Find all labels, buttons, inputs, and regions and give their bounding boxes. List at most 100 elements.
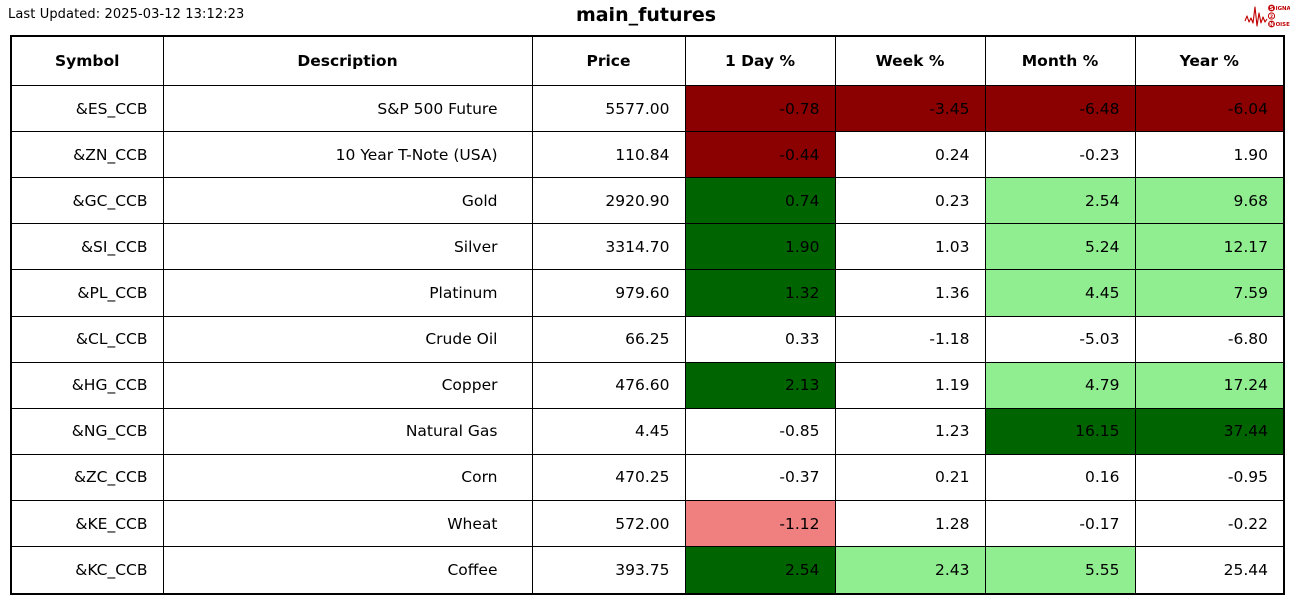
table-row: &HG_CCB Copper 476.60 2.13 1.19 4.79 17.24	[10, 361, 1285, 409]
table-row: &ZC_CCB Corn 470.25 -0.37 0.21 0.16 -0.95	[10, 453, 1285, 501]
column-header-description: Description	[162, 35, 533, 86]
day-pct-cell: -0.85	[684, 407, 836, 455]
table-row: &GC_CCB Gold 2920.90 0.74 0.23 2.54 9.68	[10, 177, 1285, 225]
price-cell: 2920.90	[531, 177, 686, 225]
price-cell: 4.45	[531, 407, 686, 455]
week-pct-cell: -3.45	[834, 84, 986, 133]
description-cell: 10 Year T-Note (USA)	[162, 131, 533, 179]
month-pct-cell: -5.03	[984, 315, 1136, 363]
column-header-week-: Week %	[834, 35, 986, 86]
day-pct-cell: -1.12	[684, 499, 836, 548]
month-pct-cell: 4.79	[984, 361, 1136, 409]
table-row: &SI_CCB Silver 3314.70 1.90 1.03 5.24 12.17	[10, 223, 1285, 271]
symbol-cell: &SI_CCB	[10, 223, 164, 271]
column-header-symbol: Symbol	[10, 35, 164, 86]
week-pct-cell: 1.28	[834, 499, 986, 548]
week-pct-cell: 1.03	[834, 223, 986, 271]
table-header-row: Symbol Description Price 1 Day % Week % Month…	[10, 35, 1285, 86]
symbol-cell: &GC_CCB	[10, 177, 164, 225]
year-pct-cell: 25.44	[1134, 546, 1285, 595]
table-row: &KE_CCB Wheat 572.00 -1.12 1.28 -0.17 -0.22	[10, 499, 1285, 548]
price-cell: 3314.70	[531, 223, 686, 271]
month-pct-cell: 2.54	[984, 177, 1136, 225]
year-pct-cell: 1.90	[1134, 131, 1285, 179]
symbol-cell: &NG_CCB	[10, 407, 164, 455]
year-pct-cell: -0.95	[1134, 453, 1285, 501]
price-cell: 66.25	[531, 315, 686, 363]
table-row: &ES_CCB S&P 500 Future 5577.00 -0.78 -3.45 -6…	[10, 84, 1285, 133]
table-row: &NG_CCB Natural Gas 4.45 -0.85 1.23 16.15 37.4…	[10, 407, 1285, 455]
price-cell: 393.75	[531, 546, 686, 595]
day-pct-cell: 0.74	[684, 177, 836, 225]
column-header-price: Price	[531, 35, 686, 86]
description-cell: S&P 500 Future	[162, 84, 533, 133]
year-pct-cell: 12.17	[1134, 223, 1285, 271]
year-pct-cell: 37.44	[1134, 407, 1285, 455]
day-pct-cell: -0.37	[684, 453, 836, 501]
symbol-cell: &HG_CCB	[10, 361, 164, 409]
price-cell: 979.60	[531, 269, 686, 317]
svg-text:2: 2	[1270, 14, 1273, 20]
table-row: &KC_CCB Coffee 393.75 2.54 2.43 5.55 25.44	[10, 546, 1285, 595]
week-pct-cell: 1.19	[834, 361, 986, 409]
heartbeat-waveform-icon	[1244, 6, 1268, 27]
description-cell: Wheat	[162, 499, 533, 548]
table-row: &CL_CCB Crude Oil 66.25 0.33 -1.18 -5.03 -6.80	[10, 315, 1285, 363]
day-pct-cell: 0.33	[684, 315, 836, 363]
year-pct-cell: 17.24	[1134, 361, 1285, 409]
day-pct-cell: -0.44	[684, 131, 836, 179]
year-pct-cell: -6.04	[1134, 84, 1285, 133]
year-pct-cell: -0.22	[1134, 499, 1285, 548]
description-cell: Gold	[162, 177, 533, 225]
symbol-cell: &KE_CCB	[10, 499, 164, 548]
day-pct-cell: 1.32	[684, 269, 836, 317]
logo-wordmark: S IGNAL 2 N OISE	[1267, 4, 1290, 28]
week-pct-cell: 0.24	[834, 131, 986, 179]
month-pct-cell: 0.16	[984, 453, 1136, 501]
month-pct-cell: -0.17	[984, 499, 1136, 548]
futures-table: Symbol Description Price 1 Day % Week % Month…	[10, 35, 1285, 595]
month-pct-cell: 5.55	[984, 546, 1136, 595]
column-header-1-day-: 1 Day %	[684, 35, 836, 86]
symbol-cell: &KC_CCB	[10, 546, 164, 595]
week-pct-cell: 0.23	[834, 177, 986, 225]
year-pct-cell: -6.80	[1134, 315, 1285, 363]
description-cell: Corn	[162, 453, 533, 501]
table-row: &ZN_CCB 10 Year T-Note (USA) 110.84 -0.44 0.…	[10, 131, 1285, 179]
symbol-cell: &ZN_CCB	[10, 131, 164, 179]
week-pct-cell: 0.21	[834, 453, 986, 501]
month-pct-cell: -0.23	[984, 131, 1136, 179]
last-updated-text: Last Updated: 2025-03-12 13:12:23	[8, 7, 245, 22]
description-cell: Silver	[162, 223, 533, 271]
symbol-cell: &PL_CCB	[10, 269, 164, 317]
symbol-cell: &ZC_CCB	[10, 453, 164, 501]
description-cell: Copper	[162, 361, 533, 409]
month-pct-cell: 16.15	[984, 407, 1136, 455]
day-pct-cell: 1.90	[684, 223, 836, 271]
table-row: &PL_CCB Platinum 979.60 1.32 1.36 4.45 7.59	[10, 269, 1285, 317]
svg-text:S: S	[1269, 6, 1273, 12]
description-cell: Crude Oil	[162, 315, 533, 363]
svg-text:IGNAL: IGNAL	[1276, 6, 1290, 12]
day-pct-cell: -0.78	[684, 84, 836, 133]
year-pct-cell: 7.59	[1134, 269, 1285, 317]
price-cell: 572.00	[531, 499, 686, 548]
day-pct-cell: 2.54	[684, 546, 836, 595]
month-pct-cell: -6.48	[984, 84, 1136, 133]
svg-text:N: N	[1269, 22, 1274, 28]
column-header-month-: Month %	[984, 35, 1136, 86]
week-pct-cell: 1.36	[834, 269, 986, 317]
week-pct-cell: 1.23	[834, 407, 986, 455]
signal-noise-logo: S IGNAL 2 N OISE	[1244, 4, 1290, 28]
symbol-cell: &CL_CCB	[10, 315, 164, 363]
column-header-year-: Year %	[1134, 35, 1285, 86]
price-cell: 470.25	[531, 453, 686, 501]
price-cell: 110.84	[531, 131, 686, 179]
week-pct-cell: -1.18	[834, 315, 986, 363]
description-cell: Coffee	[162, 546, 533, 595]
description-cell: Natural Gas	[162, 407, 533, 455]
page-title: main_futures	[575, 4, 717, 26]
week-pct-cell: 2.43	[834, 546, 986, 595]
svg-text:OISE: OISE	[1276, 22, 1290, 28]
day-pct-cell: 2.13	[684, 361, 836, 409]
